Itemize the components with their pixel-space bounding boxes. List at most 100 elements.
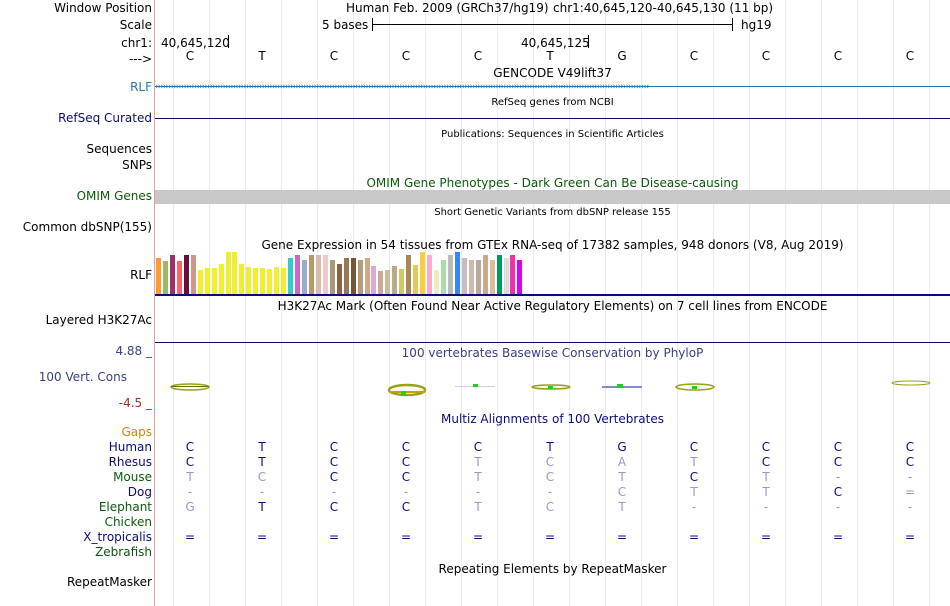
gtex-tissue-bar[interactable] (183, 255, 189, 294)
aligned-base: = (904, 530, 916, 544)
aligned-base: C (833, 455, 843, 469)
gtex-expression-bars[interactable] (155, 250, 950, 294)
gtex-tissue-bar[interactable] (489, 260, 495, 294)
aligned-base: - (835, 500, 841, 514)
gtex-tissue-bar[interactable] (392, 266, 398, 294)
gtex-tissue-bar[interactable] (371, 266, 377, 294)
cons-mark (401, 391, 406, 395)
refseq-gene-line[interactable] (155, 118, 950, 119)
gtex-tissue-bar[interactable] (211, 268, 217, 294)
omim-gene-bar[interactable] (155, 190, 950, 204)
gtex-tissue-bar[interactable] (190, 255, 196, 294)
species-label-elephant[interactable]: Elephant (98, 500, 152, 514)
track-label-repeatmasker[interactable]: RepeatMasker (66, 575, 152, 589)
gtex-tissue-bar[interactable] (288, 258, 294, 294)
track-label-rlf-gencode[interactable]: RLF (130, 80, 152, 94)
gtex-tissue-bar[interactable] (434, 270, 439, 294)
gtex-tissue-bar[interactable] (301, 260, 307, 294)
gtex-tissue-bar[interactable] (468, 260, 474, 294)
gtex-tissue-bar[interactable] (274, 267, 280, 294)
track-label-dbsnp[interactable]: Common dbSNP(155) (22, 220, 152, 234)
gtex-tissue-bar[interactable] (295, 255, 300, 294)
aligned-base: - (403, 485, 409, 499)
gencode-gene-line[interactable]: ››››››››››››››››››››››››››››››››››››››››… (155, 81, 950, 93)
gtex-tissue-bar[interactable] (169, 255, 175, 294)
gtex-tissue-bar[interactable] (440, 260, 446, 294)
track-label-omim[interactable]: OMIM Genes (76, 189, 152, 203)
gtex-tissue-bar[interactable] (267, 269, 273, 294)
reference-base: C (689, 49, 699, 63)
window-position-label: Window Position (54, 1, 152, 15)
aligned-base: C (833, 440, 843, 454)
gtex-tissue-bar[interactable] (406, 255, 412, 294)
gtex-tissue-bar[interactable] (197, 270, 203, 294)
gtex-tissue-bar[interactable] (246, 267, 252, 294)
aligned-base: C (545, 455, 555, 469)
species-label-mouse[interactable]: Mouse (113, 470, 152, 484)
reference-base: C (329, 49, 339, 63)
gtex-tissue-bar[interactable] (454, 252, 460, 294)
gtex-tissue-bar[interactable] (239, 264, 245, 294)
track-label-rlf-gtex[interactable]: RLF (130, 268, 152, 282)
track-label-refseq[interactable]: RefSeq Curated (58, 111, 152, 125)
gtex-tissue-bar[interactable] (281, 268, 287, 294)
gtex-tissue-bar[interactable] (364, 258, 370, 294)
aligned-base: T (474, 500, 482, 514)
gtex-tissue-bar[interactable] (427, 255, 433, 294)
gtex-tissue-bar[interactable] (510, 255, 516, 294)
aligned-base: C (689, 440, 699, 454)
track-label-h3k27ac[interactable]: Layered H3K27Ac (45, 313, 152, 327)
species-label-chicken[interactable]: Chicken (104, 515, 152, 529)
gtex-tissue-bar[interactable] (413, 265, 419, 294)
gtex-tissue-bar[interactable] (329, 260, 335, 294)
gtex-tissue-bar[interactable] (496, 255, 502, 294)
gtex-tissue-bar[interactable] (378, 271, 384, 294)
species-label-x_tropicalis[interactable]: X_tropicalis (83, 530, 152, 544)
gtex-tissue-bar[interactable] (315, 255, 321, 294)
strand-arrow-label[interactable]: ---> (128, 52, 152, 66)
conservation-logo[interactable] (155, 376, 950, 400)
gtex-tissue-bar[interactable] (322, 255, 328, 294)
reference-base: C (905, 49, 915, 63)
aligned-base: C (545, 500, 555, 514)
track-label-snps[interactable]: SNPs (122, 158, 152, 172)
species-label-rhesus[interactable]: Rhesus (108, 455, 152, 469)
gtex-tissue-bar[interactable] (517, 260, 523, 294)
gtex-tissue-bar[interactable] (176, 261, 182, 294)
gtex-tissue-bar[interactable] (420, 252, 426, 294)
tracks-panel[interactable]: Human Feb. 2009 (GRCh37/hg19) chr1:40,64… (155, 0, 950, 606)
gtex-tissue-bar[interactable] (399, 269, 405, 294)
gtex-tissue-bar[interactable] (475, 260, 481, 294)
species-label-dog[interactable]: Dog (127, 485, 152, 499)
gtex-tissue-bar[interactable] (447, 255, 453, 294)
aligned-base: = (832, 530, 844, 544)
aligned-base: = (688, 530, 700, 544)
gtex-tissue-bar[interactable] (343, 258, 349, 294)
track-label-gaps[interactable]: Gaps (121, 425, 152, 439)
gtex-tissue-bar[interactable] (336, 264, 342, 294)
gtex-tissue-bar[interactable] (461, 258, 467, 294)
gtex-tissue-bar[interactable] (253, 268, 259, 294)
gtex-tissue-bar[interactable] (357, 260, 363, 294)
track-label-sequences[interactable]: Sequences (86, 142, 152, 156)
aligned-base: = (904, 485, 916, 499)
gtex-tissue-bar[interactable] (482, 255, 488, 294)
track-title-repeatmasker: Repeating Elements by RepeatMasker (438, 562, 667, 576)
gtex-tissue-bar[interactable] (162, 261, 168, 294)
gtex-tissue-bar[interactable] (232, 252, 238, 294)
gtex-tissue-bar[interactable] (350, 258, 356, 294)
gtex-tissue-bar[interactable] (503, 258, 509, 294)
gtex-tissue-bar[interactable] (218, 264, 224, 294)
gtex-tissue-bar[interactable] (308, 255, 314, 294)
gtex-tissue-bar[interactable] (225, 252, 231, 294)
species-label-human[interactable]: Human (108, 440, 152, 454)
gtex-tissue-bar[interactable] (385, 270, 391, 294)
gtex-tissue-bar[interactable] (204, 268, 210, 294)
species-label-zebrafish[interactable]: Zebrafish (95, 545, 152, 559)
aligned-base: - (835, 470, 841, 484)
aligned-base: T (258, 440, 266, 454)
track-label-conservation[interactable]: 100 Vert. Cons (38, 370, 127, 384)
aligned-base: G (185, 500, 195, 514)
gtex-tissue-bar[interactable] (156, 258, 161, 294)
gtex-tissue-bar[interactable] (260, 268, 266, 294)
